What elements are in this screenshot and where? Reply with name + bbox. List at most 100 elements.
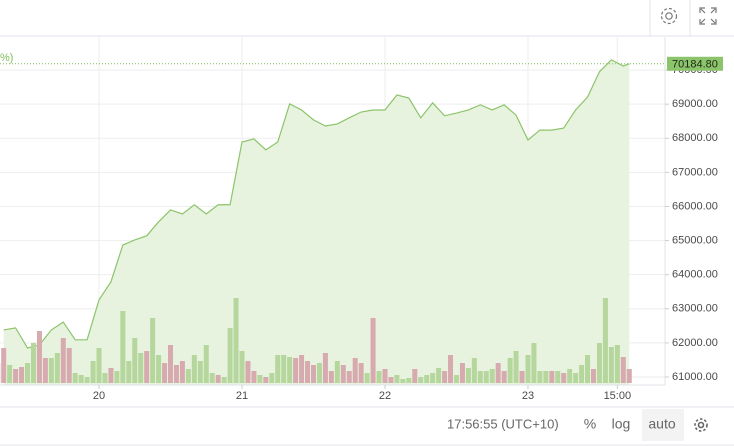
price-area [3,59,630,385]
clock: 17:56:55 (UTC+10) [447,416,559,431]
auto-button[interactable]: auto [648,416,675,432]
volume-bar [614,345,620,383]
volume-bar [370,318,376,383]
volume-bar [322,353,328,383]
volume-bar [221,377,227,383]
volume-bar [501,371,507,383]
volume-bar [13,369,19,383]
volume-bar [269,373,275,383]
volume-bar [507,358,513,383]
volume-bar [162,363,168,383]
volume-bar [442,371,448,383]
volume-bar [239,351,245,383]
volume-bar [72,373,78,383]
volume-bar [310,365,316,383]
volume-bar [227,328,233,383]
settings-icon[interactable] [660,7,678,25]
volume-bar [19,367,25,383]
volume-bar [585,355,591,383]
log-button[interactable]: log [612,416,631,432]
volume-bar [430,373,436,383]
volume-bar [555,371,561,383]
volume-bar [436,368,442,383]
volume-bar [364,373,370,383]
volume-bar [168,345,174,383]
y-tick-label: 63000.00 [672,303,718,315]
volume-bar [591,369,597,383]
volume-bar [602,298,608,383]
volume-bar [132,338,138,383]
volume-bar [346,371,352,383]
volume-bar [620,357,626,383]
volume-bar [209,373,215,383]
price-line [3,59,630,349]
legend-fragment: %) [0,52,13,64]
y-tick-label: 65000.00 [672,234,718,246]
volume-bar [25,363,31,383]
y-tick-label: 62000.00 [672,337,718,349]
volume-bar [596,343,602,383]
volume-bar [561,373,567,383]
y-tick-label: 64000.00 [672,269,718,281]
volume-bar [376,371,382,383]
volume-bar [299,355,305,383]
volume-bar [84,377,90,383]
volume-bar [406,378,412,383]
volume-bar [394,375,400,383]
volume-bar [519,371,525,383]
volume-bar [108,368,114,383]
volume-bar [537,371,543,383]
volume-bar [334,361,340,383]
volume-bar [352,358,358,383]
volume-bar [477,371,483,383]
volume-bar [90,361,96,383]
volume-bar [156,355,162,383]
fullscreen-icon[interactable] [699,7,717,25]
volume-bar [459,363,465,383]
volume-bar [7,365,13,383]
volume-bar [549,371,555,383]
volume-bar [543,371,549,383]
volume-bar [263,377,269,383]
volume-bar [126,361,132,383]
volume-bar [513,351,519,383]
volume-bar [388,377,394,383]
volume-bar [579,365,585,383]
volume-bar [185,369,191,383]
volume-bar [96,348,102,383]
volume-bar [531,343,537,383]
volume-bar [328,371,334,383]
volume-bar [358,363,364,383]
auto-button-bg[interactable] [642,409,684,441]
volume-bar [215,375,221,383]
volume-bar [495,363,501,383]
volume-bar [293,358,299,383]
percent-button[interactable]: % [584,416,596,432]
volume-bar [150,318,156,383]
x-tick-label: 21 [236,390,248,402]
volume-bar [465,368,471,383]
y-tick-label: 69000.00 [672,98,718,110]
last-price-tag [667,56,723,71]
volume-bar [102,373,108,383]
volume-bar [138,353,144,383]
volume-bar [412,369,418,383]
volume-bar [281,355,287,383]
x-tick-label: 15:00 [604,390,632,402]
plot [0,37,665,385]
volume-bar [573,373,579,383]
x-tick-label: 20 [93,390,105,402]
volume-bar [48,358,54,383]
volume-bar [114,371,120,383]
volume-bar [567,369,573,383]
volume-bar [287,357,293,383]
volume-bar [340,365,346,383]
volume-bar [179,361,185,383]
last-price-label: 70184.80 [672,59,718,71]
volume-bar [144,351,150,383]
y-tick-label: 61000.00 [672,371,718,383]
scale-settings-icon[interactable] [694,418,708,432]
volume-bar [400,379,406,383]
